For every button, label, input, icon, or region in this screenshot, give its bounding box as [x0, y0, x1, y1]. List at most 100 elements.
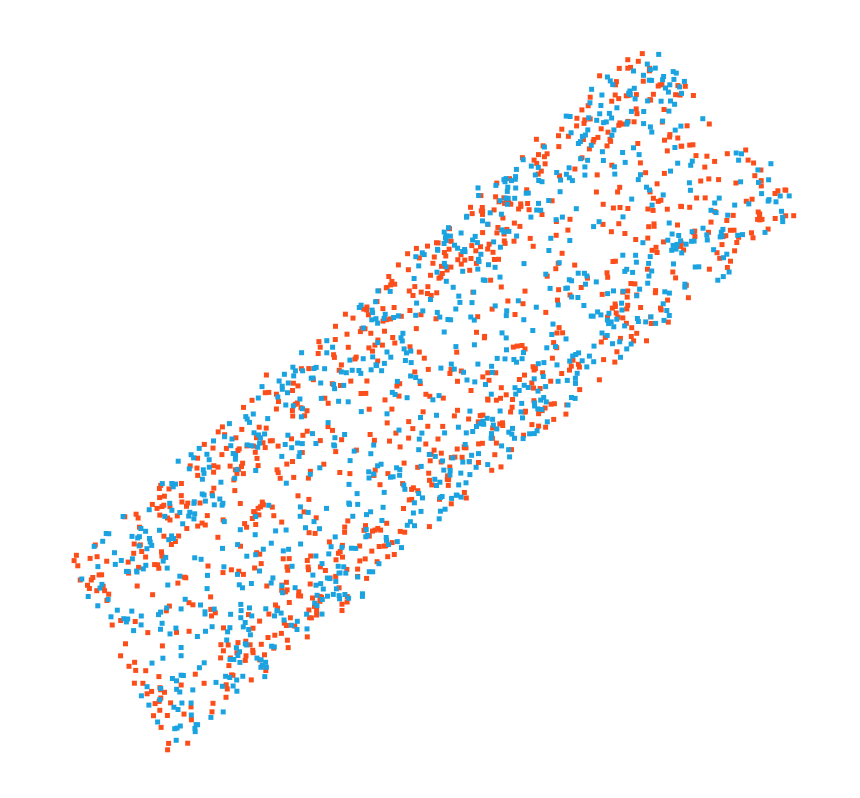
scatter-point	[103, 531, 109, 536]
scatter-point	[158, 686, 164, 691]
scatter-point	[161, 533, 167, 539]
scatter-point	[712, 158, 718, 164]
scatter-point	[455, 407, 460, 413]
scatter-point	[307, 471, 313, 477]
scatter-point	[665, 89, 671, 95]
scatter-point	[327, 576, 333, 582]
scatter-point	[629, 325, 635, 331]
scatter-point	[565, 402, 571, 408]
scatter-point	[700, 116, 706, 122]
scatter-point	[188, 452, 194, 458]
scatter-point	[260, 440, 266, 446]
scatter-point	[174, 686, 180, 692]
scatter-point	[622, 159, 628, 165]
scatter-point	[522, 346, 528, 352]
scatter-point	[366, 345, 372, 351]
scatter-point	[286, 546, 292, 552]
scatter-point	[646, 260, 652, 266]
scatter-point	[577, 387, 583, 393]
scatter-point	[487, 210, 493, 216]
scatter-point	[240, 471, 246, 477]
scatter-point	[317, 344, 323, 350]
scatter-point	[459, 454, 465, 460]
scatter-point	[627, 92, 633, 98]
scatter-point	[313, 553, 319, 559]
scatter-point	[217, 496, 223, 502]
scatter-point	[363, 390, 369, 396]
scatter-point	[234, 650, 240, 656]
scatter-point	[645, 98, 651, 104]
scatter-point	[673, 70, 679, 76]
scatter-point	[285, 645, 291, 651]
scatter-point	[541, 360, 547, 366]
scatter-point	[736, 157, 742, 163]
scatter-point	[446, 246, 452, 252]
scatter-point	[346, 595, 352, 601]
scatter-point	[138, 622, 144, 628]
scatter-point	[559, 371, 565, 376]
scatter-point	[666, 290, 672, 296]
scatter-point	[163, 554, 169, 560]
scatter-point	[227, 625, 233, 631]
scatter-point	[359, 593, 365, 599]
scatter-point	[348, 378, 354, 384]
scatter-point	[298, 541, 304, 547]
scatter-point	[534, 207, 540, 213]
scatter-point	[666, 220, 672, 226]
scatter-point	[505, 298, 511, 304]
scatter-point	[285, 380, 291, 386]
scatter-point	[672, 101, 678, 107]
scatter-point	[337, 596, 343, 602]
scatter-point	[242, 657, 248, 663]
scatter-point	[468, 314, 474, 320]
scatter-point	[559, 214, 565, 220]
scatter-point	[664, 148, 670, 154]
scatter-point	[102, 588, 108, 594]
scatter-point	[490, 425, 496, 431]
scatter-point	[500, 215, 506, 221]
scatter-point	[670, 269, 676, 275]
scatter-point	[134, 569, 140, 575]
scatter-point	[363, 523, 368, 529]
scatter-point	[607, 78, 613, 84]
scatter-point	[339, 544, 345, 550]
scatter-point	[221, 564, 227, 570]
scatter-point	[633, 252, 639, 258]
scatter-point	[605, 291, 611, 297]
scatter-point	[167, 504, 173, 510]
scatter-point	[369, 548, 375, 554]
scatter-point	[681, 78, 687, 84]
scatter-point	[79, 576, 85, 582]
scatter-point	[555, 297, 560, 303]
scatter-point	[319, 611, 325, 617]
scatter-point	[572, 262, 578, 268]
scatter-point	[628, 108, 634, 114]
scatter-point	[290, 380, 296, 386]
scatter-point	[256, 432, 261, 438]
scatter-point	[333, 573, 339, 579]
scatter-point	[439, 271, 445, 276]
scatter-point	[529, 422, 535, 428]
scatter-point	[257, 618, 263, 624]
scatter-point	[585, 157, 591, 163]
scatter-point	[463, 495, 469, 501]
scatter-point	[320, 586, 326, 592]
scatter-point	[645, 280, 651, 286]
scatter-point	[360, 325, 366, 331]
scatter-point	[492, 303, 498, 309]
scatter-point	[458, 261, 464, 267]
scatter-point	[453, 306, 459, 312]
scatter-point	[553, 266, 559, 272]
scatter-point	[749, 230, 754, 236]
scatter-point	[686, 180, 692, 186]
scatter-point	[493, 182, 499, 188]
scatter-point	[223, 445, 229, 451]
scatter-point	[375, 358, 381, 364]
scatter-point	[646, 273, 652, 279]
scatter-point	[194, 634, 200, 639]
scatter-point	[311, 366, 317, 371]
scatter-point	[455, 257, 461, 263]
scatter-point	[564, 285, 570, 291]
scatter-point	[535, 388, 541, 394]
scatter-point	[131, 541, 137, 547]
